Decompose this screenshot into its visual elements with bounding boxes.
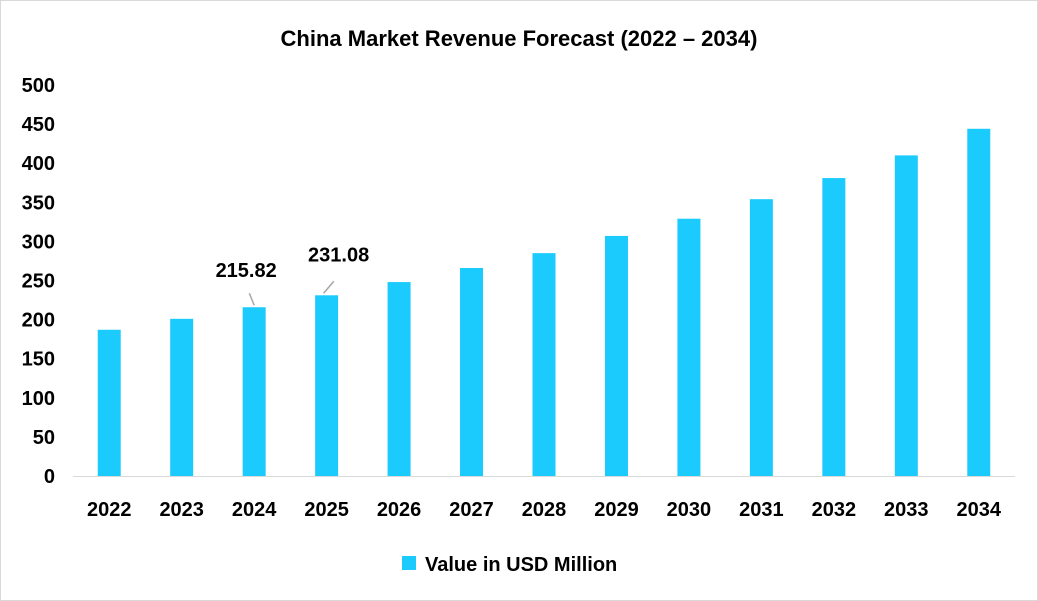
bar-2031 bbox=[749, 199, 773, 476]
y-tick-label: 500 bbox=[22, 75, 55, 97]
bar-2027 bbox=[460, 267, 484, 476]
x-tick-label: 2026 bbox=[377, 499, 422, 521]
x-tick-label: 2022 bbox=[87, 499, 132, 521]
y-tick-label: 200 bbox=[22, 310, 55, 332]
x-tick-label: 2025 bbox=[304, 499, 349, 521]
bars bbox=[97, 128, 991, 477]
y-axis: 0 50 100 150 200 250 300 350 400 450 500 bbox=[22, 75, 55, 488]
bar-2024 bbox=[242, 307, 266, 476]
bar-2026 bbox=[387, 282, 411, 476]
legend: Value in USD Million bbox=[402, 554, 617, 576]
y-tick-label: 350 bbox=[22, 192, 55, 214]
legend-swatch bbox=[402, 556, 416, 570]
leader-line bbox=[323, 280, 335, 294]
x-tick-label: 2028 bbox=[522, 499, 567, 521]
x-tick-label: 2024 bbox=[232, 499, 277, 521]
bar-2028 bbox=[532, 253, 556, 476]
bar-2032 bbox=[822, 178, 846, 477]
bar-2025 bbox=[315, 295, 339, 476]
x-tick-label: 2029 bbox=[594, 499, 639, 521]
y-tick-label: 400 bbox=[22, 153, 55, 175]
y-tick-label: 150 bbox=[22, 349, 55, 371]
y-tick-label: 450 bbox=[22, 114, 55, 136]
y-tick-label: 100 bbox=[22, 388, 55, 410]
x-tick-label: 2034 bbox=[957, 499, 1002, 521]
data-label: 231.08 bbox=[308, 244, 369, 266]
x-tick-label: 2033 bbox=[884, 499, 929, 521]
bar-2033 bbox=[894, 155, 918, 476]
bar-2030 bbox=[677, 218, 701, 477]
bar-2029 bbox=[604, 235, 628, 476]
x-axis: 2022 2023 2024 2025 2026 2027 2028 2029 2030 2031… bbox=[73, 476, 1015, 521]
bar-2023 bbox=[170, 318, 194, 476]
x-tick-label: 2023 bbox=[159, 499, 204, 521]
y-tick-label: 250 bbox=[22, 271, 55, 293]
leader-line bbox=[248, 292, 255, 306]
x-tick-label: 2032 bbox=[812, 499, 857, 521]
x-tick-label: 2030 bbox=[667, 499, 712, 521]
legend-label: Value in USD Million bbox=[425, 554, 617, 576]
x-tick-label: 2027 bbox=[449, 499, 494, 521]
x-tick-label: 2031 bbox=[739, 499, 784, 521]
data-labels: 215.82 231.08 bbox=[216, 244, 369, 306]
data-label: 215.82 bbox=[216, 260, 277, 282]
bar-2022 bbox=[97, 329, 121, 476]
bar-2034 bbox=[967, 128, 991, 477]
chart-title: China Market Revenue Forecast (2022 – 20… bbox=[281, 26, 758, 51]
y-tick-label: 300 bbox=[22, 231, 55, 253]
y-tick-label: 0 bbox=[44, 466, 55, 488]
y-tick-label: 50 bbox=[33, 427, 55, 449]
